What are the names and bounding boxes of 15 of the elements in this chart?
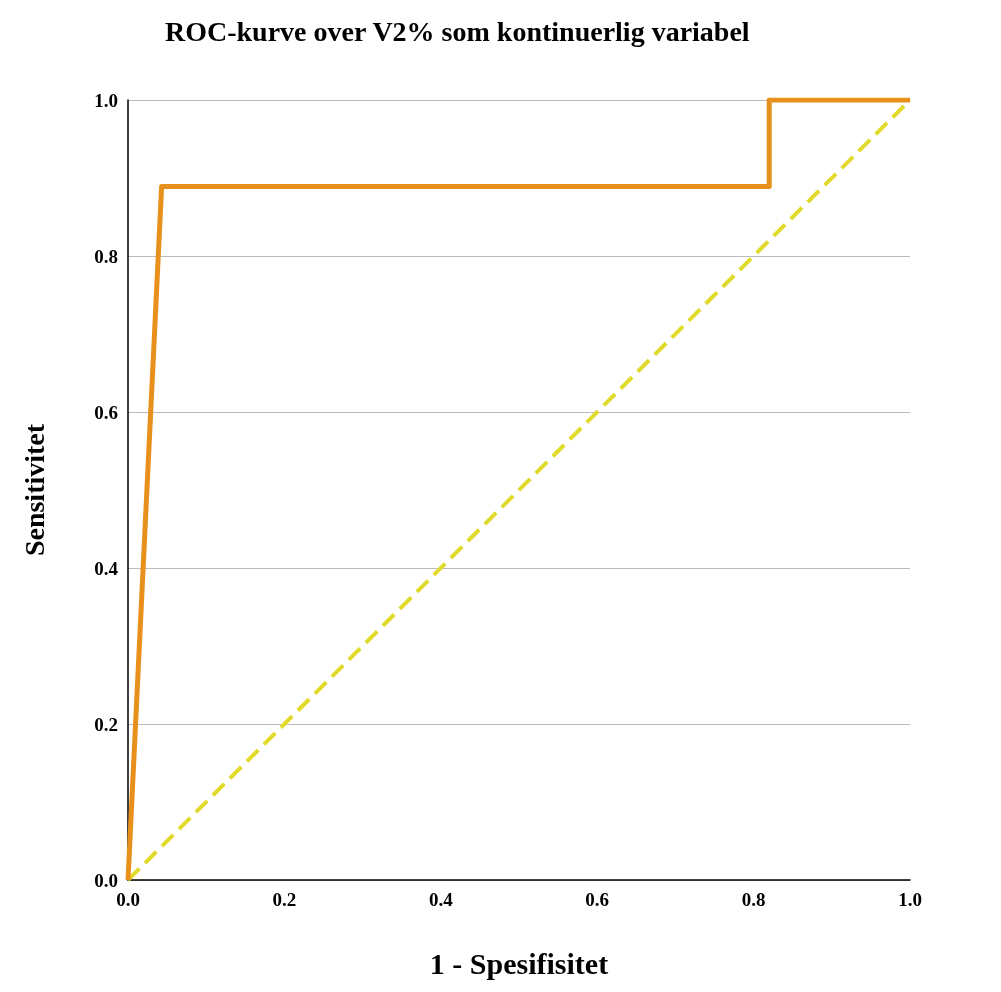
chart-title: ROC-kurve over V2% som kontinuerlig variabel xyxy=(165,15,750,47)
y-axis-title: Sensitivitet xyxy=(18,423,50,557)
x-axis-title: 1 - Spesifisitet xyxy=(429,946,609,980)
x-tick-label: 0.8 xyxy=(741,889,766,910)
x-tick-label: 0.4 xyxy=(428,889,454,910)
y-tick-label: 0.4 xyxy=(94,557,119,579)
x-tick-label: 0.6 xyxy=(585,889,610,910)
y-tick-label: 1.0 xyxy=(94,89,118,111)
x-tick-label: 0.2 xyxy=(272,889,297,910)
y-tick-label: 0.6 xyxy=(94,401,118,423)
x-tick-label: 0.0 xyxy=(116,889,140,910)
y-tick-label: 0.0 xyxy=(94,869,118,891)
y-tick-label: 0.8 xyxy=(94,245,118,267)
y-tick-label: 0.2 xyxy=(94,713,118,735)
x-tick-label: 1.0 xyxy=(898,889,922,910)
